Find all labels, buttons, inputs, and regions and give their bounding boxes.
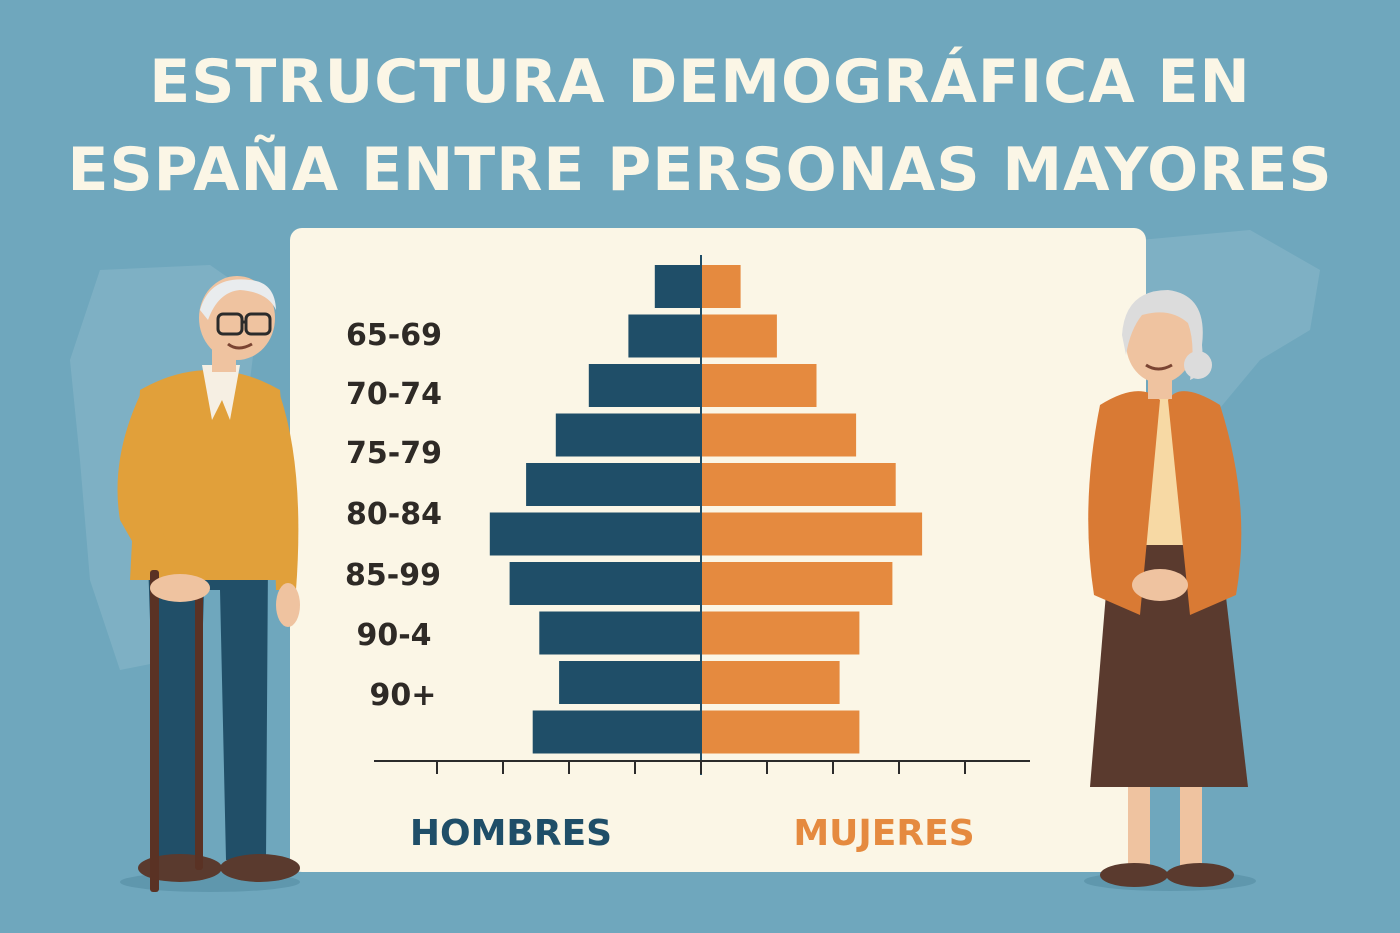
bar-hombres-5 [489,512,701,556]
legend-mujeres: MUJERES [793,813,974,854]
bar-hombres-0 [654,265,701,308]
bar-hombres-3 [555,413,701,457]
bar-hombres-4 [526,463,701,506]
bar-mujeres-3 [701,413,857,457]
y-tick-label-5: 90-4 [356,618,431,653]
y-tick-labels-group: 65-69 70-74 75-79 80-84 85-99 90-4 90+ [345,318,442,713]
y-tick-label-6: 90+ [370,678,437,713]
bar-hombres-2 [588,364,701,407]
x-ticks-group [436,761,966,774]
bar-mujeres-6 [701,562,893,605]
title-line-1: ESTRUCTURA DEMOGRÁFICA EN [149,47,1251,117]
bar-mujeres-4 [701,463,896,506]
bar-mujeres-0 [701,265,741,308]
bar-mujeres-2 [701,364,817,407]
page-title: ESTRUCTURA DEMOGRÁFICA EN ESPAÑA ENTRE P… [0,38,1400,214]
y-tick-label-4: 85-99 [345,558,441,593]
bar-hombres-8 [559,661,701,704]
bar-mujeres-5 [701,512,923,556]
bar-hombres-7 [539,611,701,655]
bars-group [489,265,923,754]
bar-mujeres-1 [701,314,777,358]
bar-mujeres-7 [701,611,860,655]
bar-hombres-1 [628,314,701,358]
bar-mujeres-9 [701,710,860,754]
y-tick-label-3: 80-84 [346,497,442,532]
title-line-2: ESPAÑA ENTRE PERSONAS MAYORES [67,135,1333,205]
legend-hombres: HOMBRES [410,813,612,854]
map-right-decoration [1140,230,1320,420]
y-tick-label-2: 75-79 [346,436,442,471]
bar-hombres-6 [509,562,701,605]
y-tick-label-0: 65-69 [346,318,442,353]
elderly-woman-illustration [1084,290,1256,891]
bar-mujeres-8 [701,661,840,704]
bar-hombres-9 [532,710,701,754]
y-tick-label-1: 70-74 [346,377,442,412]
elderly-man-illustration [117,276,300,892]
